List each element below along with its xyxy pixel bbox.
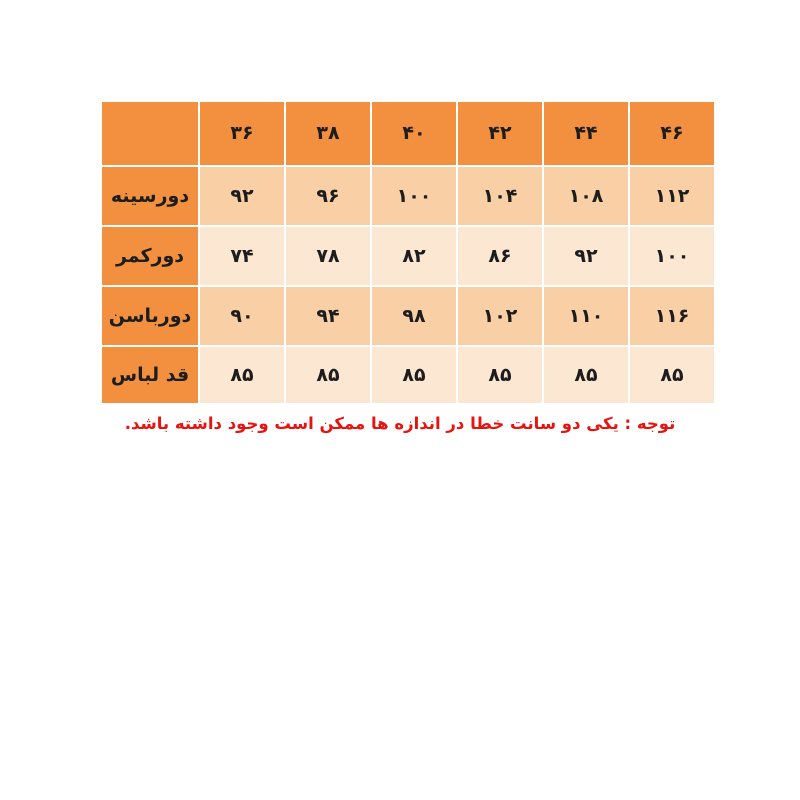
measurement-value: ۹۲ xyxy=(544,227,628,285)
size-chart-note: توجه : یکی دو سانت خطا در اندازه ها ممکن… xyxy=(124,414,676,433)
measurement-value: ۹۴ xyxy=(286,287,370,345)
size-header-cell-46: ۴۶ xyxy=(630,102,714,165)
measurement-value: ۸۵ xyxy=(372,347,456,403)
size-header-cell-36: ۳۶ xyxy=(200,102,284,165)
measurement-value: ۸۵ xyxy=(458,347,542,403)
measurement-value: ۱۰۰ xyxy=(372,167,456,225)
measurement-value: ۹۰ xyxy=(200,287,284,345)
measurement-row-label: دورباسن xyxy=(102,287,198,345)
measurement-value: ۹۶ xyxy=(286,167,370,225)
table-row: ۸۵ ۸۵ ۸۵ ۸۵ ۸۵ ۸۵ قد لباس xyxy=(102,347,714,403)
measurement-value: ۹۸ xyxy=(372,287,456,345)
measurement-value: ۸۵ xyxy=(200,347,284,403)
table-row: ۱۱۶ ۱۱۰ ۱۰۲ ۹۸ ۹۴ ۹۰ دورباسن xyxy=(102,287,714,345)
table-row: ۱۱۲ ۱۰۸ ۱۰۴ ۱۰۰ ۹۶ ۹۲ دورسینه xyxy=(102,167,714,225)
size-chart-body: ۱۱۲ ۱۰۸ ۱۰۴ ۱۰۰ ۹۶ ۹۲ دورسینه ۱۰۰ ۹۲ ۸۶ … xyxy=(102,167,714,403)
size-header-label-cell xyxy=(102,102,198,165)
measurement-value: ۸۶ xyxy=(458,227,542,285)
size-header-cell-38: ۳۸ xyxy=(286,102,370,165)
measurement-value: ۸۲ xyxy=(372,227,456,285)
measurement-value: ۱۰۰ xyxy=(630,227,714,285)
measurement-value: ۱۱۲ xyxy=(630,167,714,225)
measurement-value: ۷۸ xyxy=(286,227,370,285)
measurement-value: ۱۰۴ xyxy=(458,167,542,225)
size-header-cell-40: ۴۰ xyxy=(372,102,456,165)
measurement-value: ۸۵ xyxy=(286,347,370,403)
measurement-value: ۱۰۸ xyxy=(544,167,628,225)
measurement-value: ۹۲ xyxy=(200,167,284,225)
measurement-value: ۸۵ xyxy=(630,347,714,403)
measurement-row-label: قد لباس xyxy=(102,347,198,403)
measurement-value: ۷۴ xyxy=(200,227,284,285)
measurement-row-label: دورکمر xyxy=(102,227,198,285)
measurement-value: ۱۱۶ xyxy=(630,287,714,345)
size-header-row: ۴۶ ۴۴ ۴۲ ۴۰ ۳۸ ۳۶ xyxy=(102,102,714,165)
size-chart-table: ۴۶ ۴۴ ۴۲ ۴۰ ۳۸ ۳۶ ۱۱۲ ۱۰۸ ۱۰۴ ۱۰۰ ۹۶ ۹۲ … xyxy=(100,100,716,405)
size-chart-head: ۴۶ ۴۴ ۴۲ ۴۰ ۳۸ ۳۶ xyxy=(102,102,714,165)
size-header-cell-44: ۴۴ xyxy=(544,102,628,165)
measurement-value: ۱۱۰ xyxy=(544,287,628,345)
measurement-value: ۱۰۲ xyxy=(458,287,542,345)
measurement-row-label: دورسینه xyxy=(102,167,198,225)
measurement-value: ۸۵ xyxy=(544,347,628,403)
size-header-cell-42: ۴۲ xyxy=(458,102,542,165)
table-row: ۱۰۰ ۹۲ ۸۶ ۸۲ ۷۸ ۷۴ دورکمر xyxy=(102,227,714,285)
